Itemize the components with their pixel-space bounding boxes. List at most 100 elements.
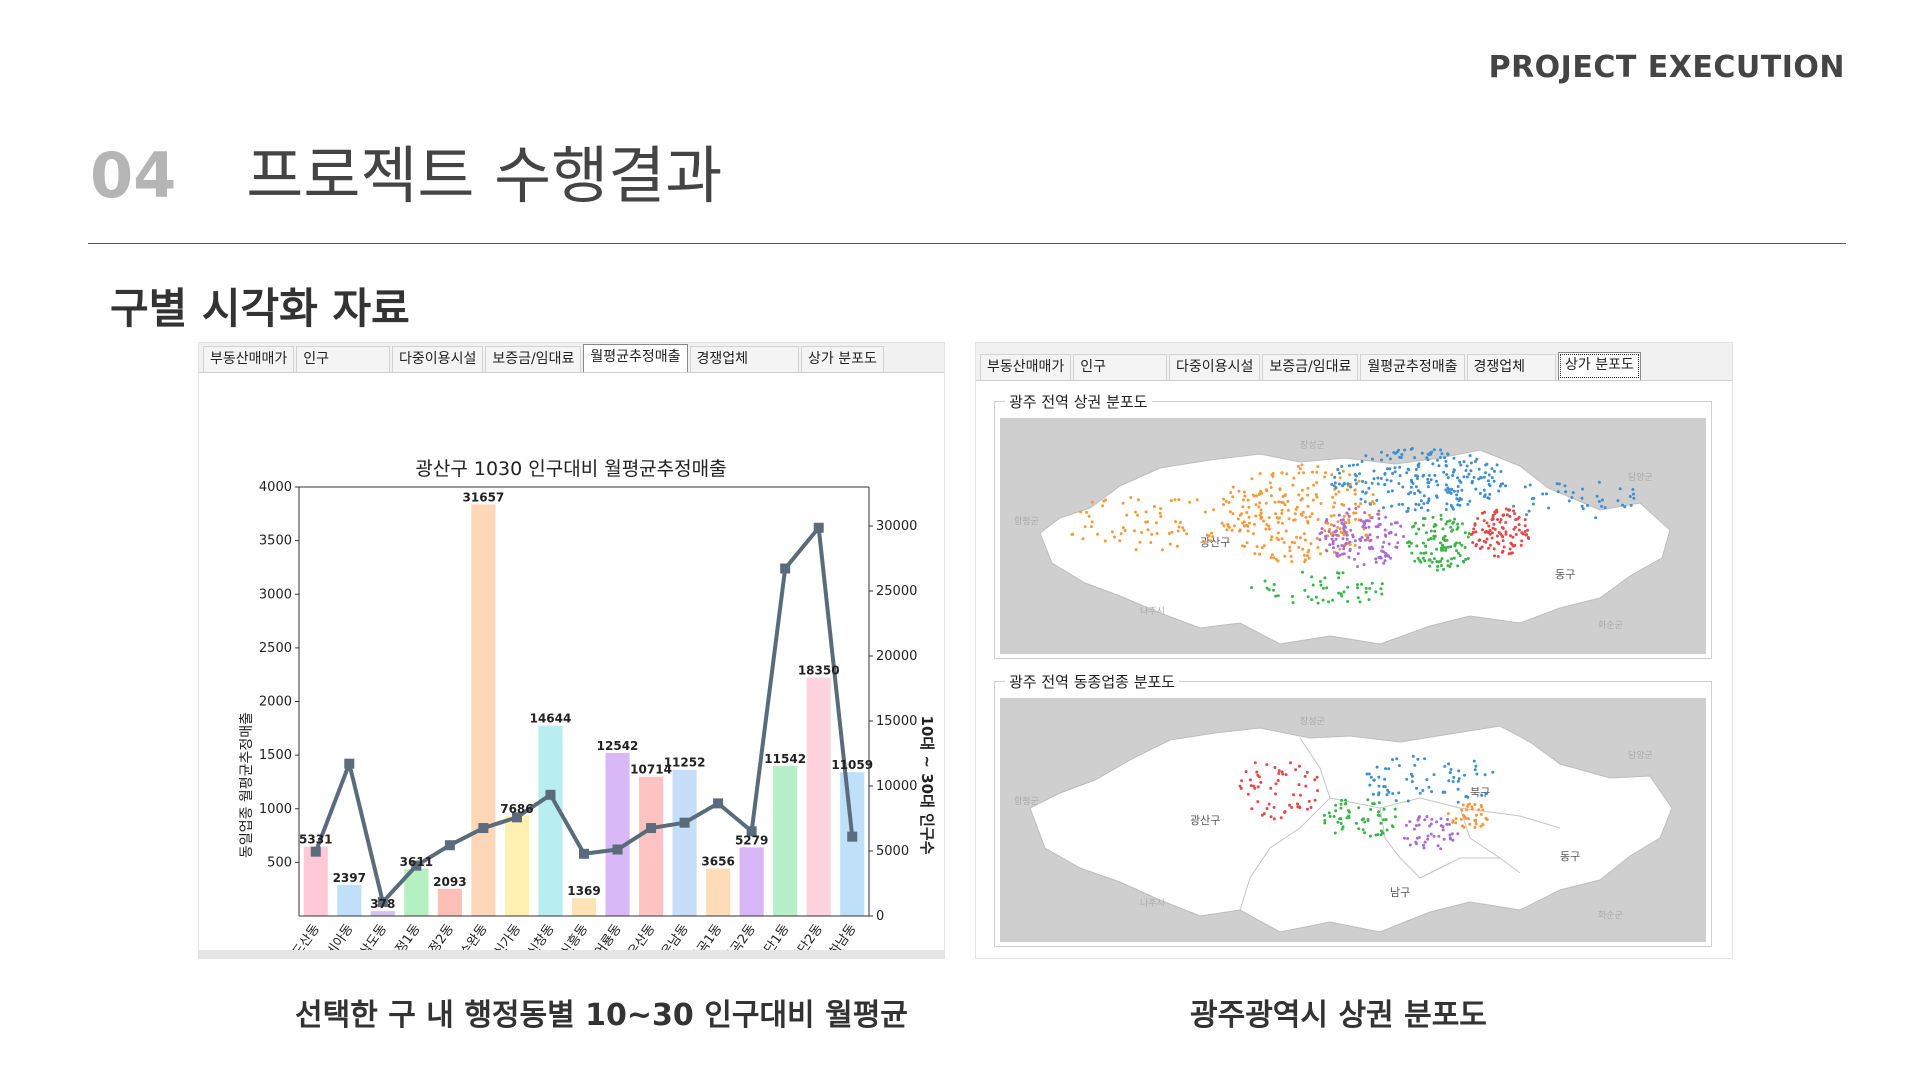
store-dot: [1464, 795, 1468, 799]
store-dot: [1315, 495, 1319, 499]
store-dot: [1397, 764, 1401, 768]
store-dot: [1154, 521, 1158, 525]
tab-store-distribution[interactable]: 상가 분포도: [801, 346, 884, 372]
store-dot: [1422, 523, 1425, 527]
bar-value-label: 1369: [567, 884, 600, 898]
y2-tick-label: 15000: [876, 714, 917, 729]
x-tick-label: 신가동: [491, 922, 524, 952]
store-dot: [1426, 458, 1430, 462]
store-dot: [1297, 471, 1301, 475]
store-dot: [1471, 541, 1475, 544]
store-dot: [1446, 812, 1450, 816]
tab-population[interactable]: 인구: [1073, 354, 1168, 380]
store-dot: [1480, 793, 1484, 797]
store-dot: [1438, 541, 1442, 545]
store-dot: [1330, 473, 1334, 477]
tab-real-estate[interactable]: 부동산매매가: [980, 354, 1072, 380]
store-dot: [1353, 488, 1357, 492]
store-dot: [1307, 548, 1311, 552]
tab-monthly-sales[interactable]: 월평균추정매출: [583, 344, 688, 372]
store-dot: [1327, 811, 1331, 815]
store-dot: [1493, 554, 1496, 558]
store-dot: [1385, 793, 1389, 797]
line-marker: [545, 789, 556, 800]
store-dot: [1364, 454, 1368, 458]
store-dot: [1332, 513, 1336, 517]
store-dot: [1341, 537, 1345, 541]
tab-competitors[interactable]: 경쟁업체: [689, 346, 800, 372]
store-dot: [1372, 477, 1376, 481]
store-dot: [1452, 775, 1456, 779]
store-dot: [1079, 510, 1083, 514]
store-dot: [1364, 526, 1368, 530]
store-dot: [1460, 488, 1464, 492]
store-dot: [1441, 828, 1445, 832]
store-dot: [1227, 525, 1231, 529]
tab-population[interactable]: 인구: [296, 346, 391, 372]
store-dot: [1276, 516, 1280, 520]
tab-facilities[interactable]: 다중이용시설: [392, 346, 484, 372]
store-dot: [1396, 541, 1400, 545]
store-dot: [1361, 490, 1365, 494]
store-dot: [1474, 822, 1478, 826]
bar-월곡2동: [739, 847, 764, 916]
same-industry-distribution-map[interactable]: 광산구 북구 동구 남구 담양군 장성군 나주시 화순군 함평군: [1000, 698, 1706, 942]
store-dot: [1294, 507, 1298, 511]
store-dot: [1309, 806, 1313, 809]
tab-monthly-sales[interactable]: 월평균추정매출: [1360, 354, 1465, 380]
store-dot: [1491, 513, 1495, 517]
store-dot: [1526, 528, 1530, 532]
store-dot: [1433, 473, 1437, 477]
store-dot: [1377, 775, 1381, 779]
store-dot: [1301, 510, 1305, 514]
store-dot: [1406, 799, 1410, 803]
store-dot: [1296, 464, 1300, 468]
store-dot: [1347, 514, 1351, 518]
store-dot: [1379, 829, 1383, 833]
store-dot: [1265, 586, 1269, 590]
store-dot: [1439, 546, 1443, 550]
store-dot: [1255, 770, 1259, 774]
store-dot: [1449, 525, 1453, 529]
store-dot: [1252, 784, 1256, 788]
store-dot: [1136, 513, 1140, 517]
bar-신창동: [538, 725, 563, 916]
store-dot: [1495, 508, 1499, 512]
store-dot: [1407, 468, 1411, 472]
store-dot: [1389, 522, 1393, 526]
store-dot: [1309, 542, 1313, 546]
store-dot: [1331, 539, 1335, 543]
section-number: 04: [90, 139, 177, 212]
tab-competitors[interactable]: 경쟁업체: [1466, 354, 1557, 380]
store-dot: [1397, 482, 1401, 485]
store-dot: [1286, 508, 1290, 512]
store-dot: [1144, 520, 1148, 524]
store-dot: [1452, 489, 1456, 493]
store-dot: [1366, 798, 1370, 802]
store-dot: [1367, 772, 1371, 776]
store-dot: [1256, 773, 1260, 777]
tab-store-distribution[interactable]: 상가 분포도: [1558, 352, 1641, 380]
store-dot: [1470, 807, 1474, 811]
store-dot: [1346, 482, 1350, 486]
store-dot: [1429, 537, 1433, 540]
store-dot: [1412, 524, 1416, 528]
tab-deposit-rent[interactable]: 보증금/임대료: [1262, 354, 1359, 380]
store-dot: [1456, 485, 1460, 488]
store-dot: [1466, 502, 1470, 506]
store-dot: [1432, 773, 1436, 777]
store-dot: [1413, 559, 1417, 563]
tab-deposit-rent[interactable]: 보증금/임대료: [485, 346, 582, 372]
store-dot: [1405, 510, 1409, 513]
store-dot: [1504, 532, 1508, 536]
store-dot: [1341, 518, 1345, 522]
commercial-distribution-map[interactable]: 광산구 동구 담양군 장성군 나주시 화순군 함평군: [1000, 418, 1706, 654]
tab-real-estate[interactable]: 부동산매매가: [203, 346, 295, 372]
store-dot: [1338, 527, 1342, 531]
store-dot: [1153, 505, 1156, 508]
store-dot: [1319, 502, 1323, 505]
x-tick-label: 송정1동: [386, 922, 424, 952]
tab-facilities[interactable]: 다중이용시설: [1169, 354, 1261, 380]
store-dot: [1427, 473, 1431, 477]
store-dot: [1376, 535, 1380, 539]
